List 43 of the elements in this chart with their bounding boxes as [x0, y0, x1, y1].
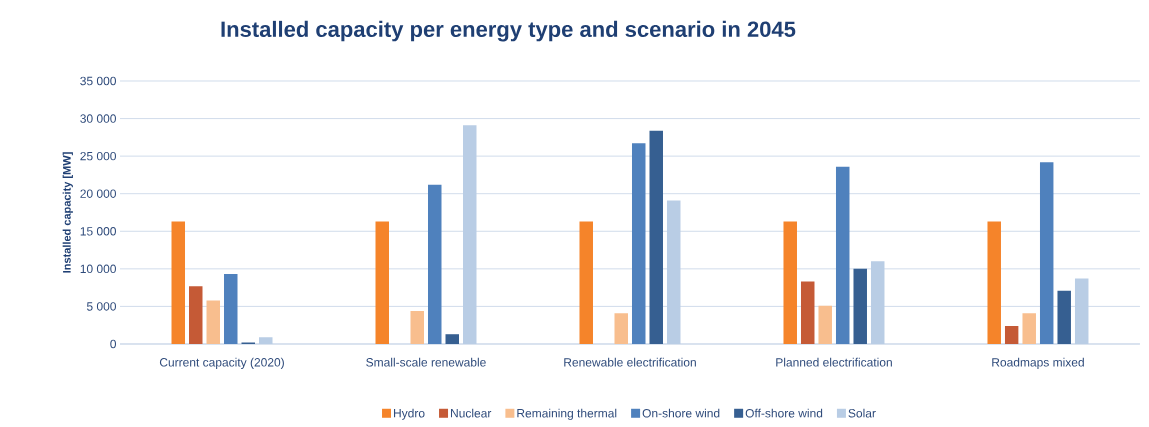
chart-title: Installed capacity per energy type and scenario in 2045	[221, 20, 796, 42]
bar	[410, 310, 424, 344]
y-tick-label: 5 000	[86, 302, 116, 311]
legend-label: Nuclear	[451, 408, 492, 418]
legend-label: Solar	[848, 408, 876, 418]
y-tick-label: 30 000	[80, 114, 116, 123]
y-tick-label: 15 000	[80, 227, 116, 236]
legend-label: Remaining thermal	[517, 408, 617, 420]
bar	[171, 221, 186, 344]
y-tick-label: 10 000	[80, 264, 116, 274]
y-tick-label: 35 000	[80, 76, 116, 86]
bar	[835, 166, 850, 344]
bar	[631, 143, 646, 344]
bar	[189, 286, 203, 344]
legend-label: Off-shore wind	[745, 408, 823, 418]
bar	[1057, 290, 1071, 344]
x-tick-label: Small-scale renewable	[366, 357, 486, 367]
y-tick-label: 20 000	[80, 189, 116, 198]
bar	[579, 221, 593, 344]
bar	[800, 281, 815, 344]
bar	[987, 221, 1001, 344]
bar	[818, 305, 832, 344]
bar	[1022, 313, 1036, 344]
bar	[375, 221, 389, 344]
x-tick-label: Roadmaps mixed	[992, 357, 1084, 369]
bar	[853, 268, 867, 344]
bar	[428, 184, 442, 344]
bar	[614, 313, 628, 344]
bar	[224, 274, 238, 344]
bar	[206, 300, 221, 344]
bar	[783, 221, 797, 344]
bar	[1004, 325, 1019, 344]
x-tick-label: Renewable electrification	[564, 357, 696, 367]
bar	[445, 334, 459, 344]
x-tick-label: Current capacity (2020)	[159, 357, 284, 369]
bar	[649, 130, 663, 344]
legend-label: On-shore wind	[642, 408, 720, 418]
bar	[1039, 162, 1054, 344]
y-tick-label: 25 000	[80, 151, 116, 161]
y-tick-label: 0	[110, 339, 117, 349]
x-tick-label: Planned electrification	[776, 357, 892, 367]
legend-label: Hydro	[394, 408, 425, 420]
y-axis-title: Installed capacity [MW]	[62, 152, 73, 273]
